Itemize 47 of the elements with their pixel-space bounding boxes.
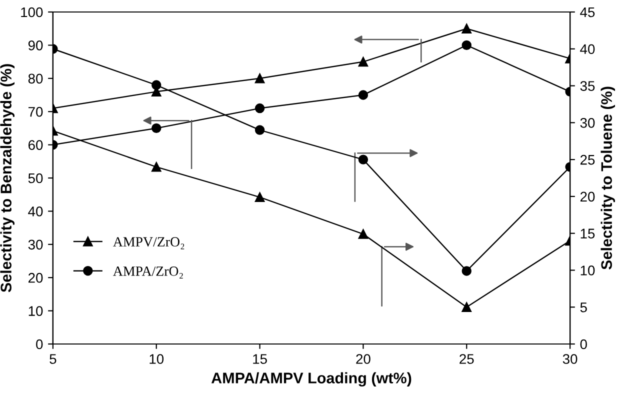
point: [152, 80, 162, 90]
y-tick-label: 50: [28, 173, 43, 184]
point: [358, 90, 368, 100]
point: [358, 229, 368, 239]
y2-tick-label: 25: [580, 154, 595, 165]
y2-tick-label: 5: [580, 302, 587, 312]
point: [462, 24, 472, 34]
point: [254, 125, 265, 135]
legend-label: AMPV/ZrO₂: [113, 237, 184, 250]
x-tick-label: 30: [562, 354, 578, 364]
point: [462, 302, 472, 312]
x-tick-label: 20: [356, 354, 370, 364]
y-tick-label: 80: [28, 74, 43, 84]
y-tick-label: 60: [28, 140, 43, 150]
y-tick-label: 70: [28, 106, 43, 117]
y2-tick-label: 15: [580, 228, 595, 239]
y2-tick-label: 40: [580, 44, 595, 54]
point: [462, 266, 472, 276]
y-tick-label: 90: [28, 40, 43, 50]
x-axis-title: AMPA/AMPV Loading (wt%): [211, 372, 412, 387]
y2-tick-label: 35: [580, 81, 595, 91]
y2-tick-label: 10: [580, 266, 595, 276]
y-axis-title: Selectivity to Benzaldehyde (%): [0, 64, 15, 292]
x-tick-label: 10: [150, 354, 164, 364]
y-tick-label: 40: [28, 206, 43, 216]
y-tick-label: 0: [36, 339, 43, 350]
y-tick-label: 100: [21, 7, 43, 18]
y-tick-label: 10: [28, 306, 43, 316]
y2-tick-label: 30: [580, 118, 595, 128]
y2-tick-label: 45: [580, 7, 595, 18]
y2-tick-label: 0: [580, 339, 587, 350]
point: [254, 192, 265, 202]
point: [152, 123, 162, 134]
point: [254, 74, 265, 84]
y-tick-label: 20: [28, 272, 43, 283]
y2-tick-label: 20: [580, 192, 595, 202]
point: [254, 103, 265, 114]
x-tick-label: 25: [460, 354, 474, 364]
x-tick-label: 5: [50, 354, 56, 364]
point: [358, 56, 368, 67]
point: [152, 162, 162, 172]
y2-axis-title: Selectivity to Toluene (%): [600, 86, 616, 270]
x-tick-label: 15: [253, 354, 267, 364]
point: [358, 154, 368, 164]
point: [462, 40, 472, 50]
y-tick-label: 30: [28, 240, 43, 250]
legend-label: AMPA/ZrO₂: [113, 266, 183, 279]
